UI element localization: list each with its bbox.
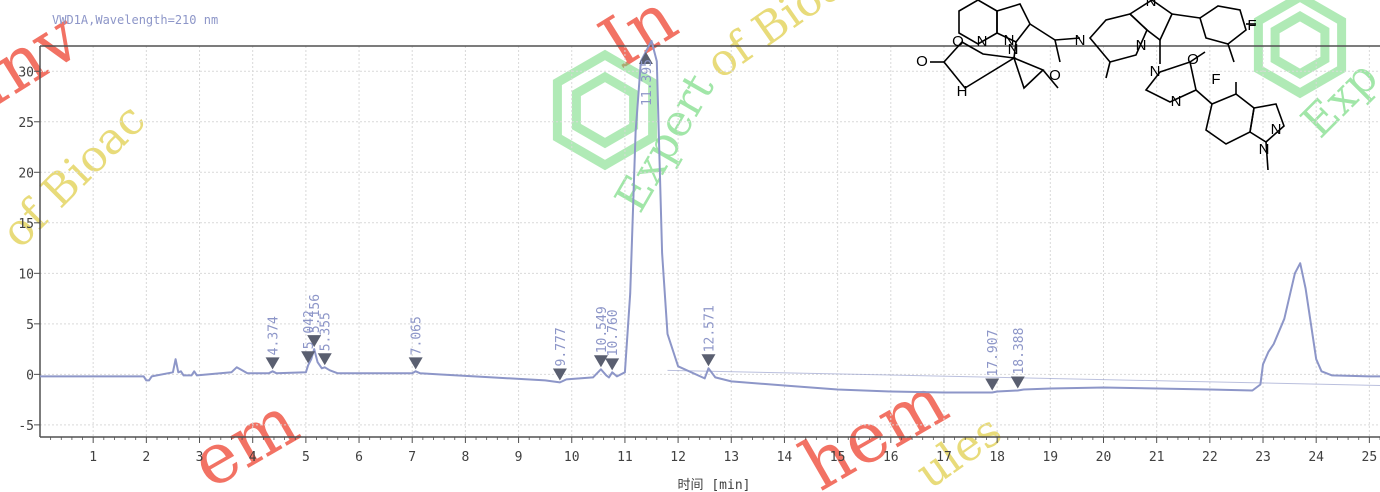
structure-atom-label: O xyxy=(916,53,928,70)
chart-title: VWD1A,Wavelength=210 nm xyxy=(52,13,218,27)
peak-label: 7.065 xyxy=(410,316,425,355)
peak-marker xyxy=(307,335,322,348)
structure-atom-label: N xyxy=(1150,63,1161,80)
watermark-hexagon-logo xyxy=(552,49,658,171)
x-tick-label: 9 xyxy=(515,450,523,465)
x-tick-label: 1 xyxy=(89,450,97,465)
y-tick-label: 15 xyxy=(18,217,34,232)
peak-label: 9.777 xyxy=(554,327,569,366)
structure-atom-label: N xyxy=(1008,41,1019,58)
peak-marker xyxy=(317,353,332,366)
watermark-hexagon-logo xyxy=(571,71,639,149)
peak-marker xyxy=(593,355,608,368)
y-tick-label: 10 xyxy=(18,267,34,282)
structure-atom-label: H xyxy=(957,83,968,100)
x-tick-label: 15 xyxy=(830,450,846,465)
x-tick-label: 23 xyxy=(1255,450,1271,465)
x-tick-label: 20 xyxy=(1096,450,1112,465)
x-tick-label: 24 xyxy=(1308,450,1324,465)
peak-marker xyxy=(408,357,423,370)
peak-label: 12.571 xyxy=(702,305,717,352)
peak-label: 11.395 xyxy=(640,59,655,106)
x-tick-label: 18 xyxy=(989,450,1005,465)
peak-marker xyxy=(605,358,620,371)
grid-lines xyxy=(40,46,1380,437)
x-tick-label: 3 xyxy=(196,450,204,465)
structure-atom-label: F xyxy=(1247,17,1256,34)
peak-label: 4.374 xyxy=(267,316,282,355)
axes: 1 2 3 4 5 6 7 8 9 10 11 12 13 14 15 16 17 18 19 20 21 22 23 24 2… xyxy=(18,45,1380,465)
x-tick-label: 7 xyxy=(408,450,416,465)
peak-marker xyxy=(301,351,316,364)
x-tick-label: 2 xyxy=(142,450,150,465)
y-tick-label: 25 xyxy=(18,116,34,131)
y-tick-label: 20 xyxy=(18,166,34,181)
peak-marker xyxy=(552,368,567,381)
x-tick-label: 17 xyxy=(936,450,952,465)
peak-marker xyxy=(1010,376,1025,389)
structure-atom-label: N xyxy=(977,33,988,50)
x-tick-label: 11 xyxy=(617,450,633,465)
x-tick-label: 22 xyxy=(1202,450,1218,465)
y-tick-label: 30 xyxy=(18,65,34,80)
peak-label: 18.388 xyxy=(1012,328,1027,375)
structure-atom-label: N xyxy=(1146,0,1157,10)
chemical-structure-image xyxy=(930,0,1285,171)
x-tick-label: 4 xyxy=(249,450,257,465)
structure-atom-label: N xyxy=(1004,32,1015,49)
structure-atom-label: N xyxy=(1075,32,1086,49)
y-tick-label: -5 xyxy=(18,419,34,434)
peak-marker xyxy=(701,354,716,367)
peak-marker xyxy=(265,357,280,370)
x-tick-label: 8 xyxy=(461,450,469,465)
peak-label: 5.156 xyxy=(308,294,323,333)
peak-label: 17.907 xyxy=(986,330,1001,377)
peak-label: 10.549 xyxy=(595,306,610,353)
watermark-text-red: em xyxy=(178,380,312,492)
watermark-hexagon-logo xyxy=(1270,11,1330,79)
x-tick-label: 16 xyxy=(883,450,899,465)
x-tick-label: 14 xyxy=(777,450,793,465)
watermark-hexagon-logo xyxy=(1253,0,1347,99)
y-tick-label: 0 xyxy=(26,368,34,383)
x-tick-label: 19 xyxy=(1042,450,1058,465)
watermark-text-yellow: of Bioa xyxy=(697,0,854,89)
x-tick-label: 5 xyxy=(302,450,310,465)
structure-atom-label: N xyxy=(1259,141,1270,158)
x-tick-label: 12 xyxy=(670,450,686,465)
structure-atom-label: O xyxy=(952,33,964,50)
series-line-vwd1a xyxy=(40,39,1380,394)
x-tick-label: 6 xyxy=(355,450,363,465)
x-tick-label: 13 xyxy=(723,450,739,465)
structure-atom-label: O xyxy=(1049,67,1061,84)
y-tick-label: 5 xyxy=(26,318,34,333)
peak-marker xyxy=(638,52,653,64)
structure-atom-label: N xyxy=(1171,93,1182,110)
peak-label: 10.760 xyxy=(606,309,621,356)
x-tick-label: 10 xyxy=(564,450,580,465)
peak-label: 5.355 xyxy=(319,312,334,351)
structure-atom-label: F xyxy=(1211,71,1220,88)
x-tick-label: 25 xyxy=(1362,450,1378,465)
x-axis-label: 时间 [min] xyxy=(678,478,751,492)
structure-atom-label: N xyxy=(1271,121,1282,138)
structure-atom-label: O xyxy=(1187,51,1199,68)
peak-marker xyxy=(985,378,1000,391)
x-tick-label: 21 xyxy=(1149,450,1165,465)
structure-atom-label: N xyxy=(1136,37,1147,54)
